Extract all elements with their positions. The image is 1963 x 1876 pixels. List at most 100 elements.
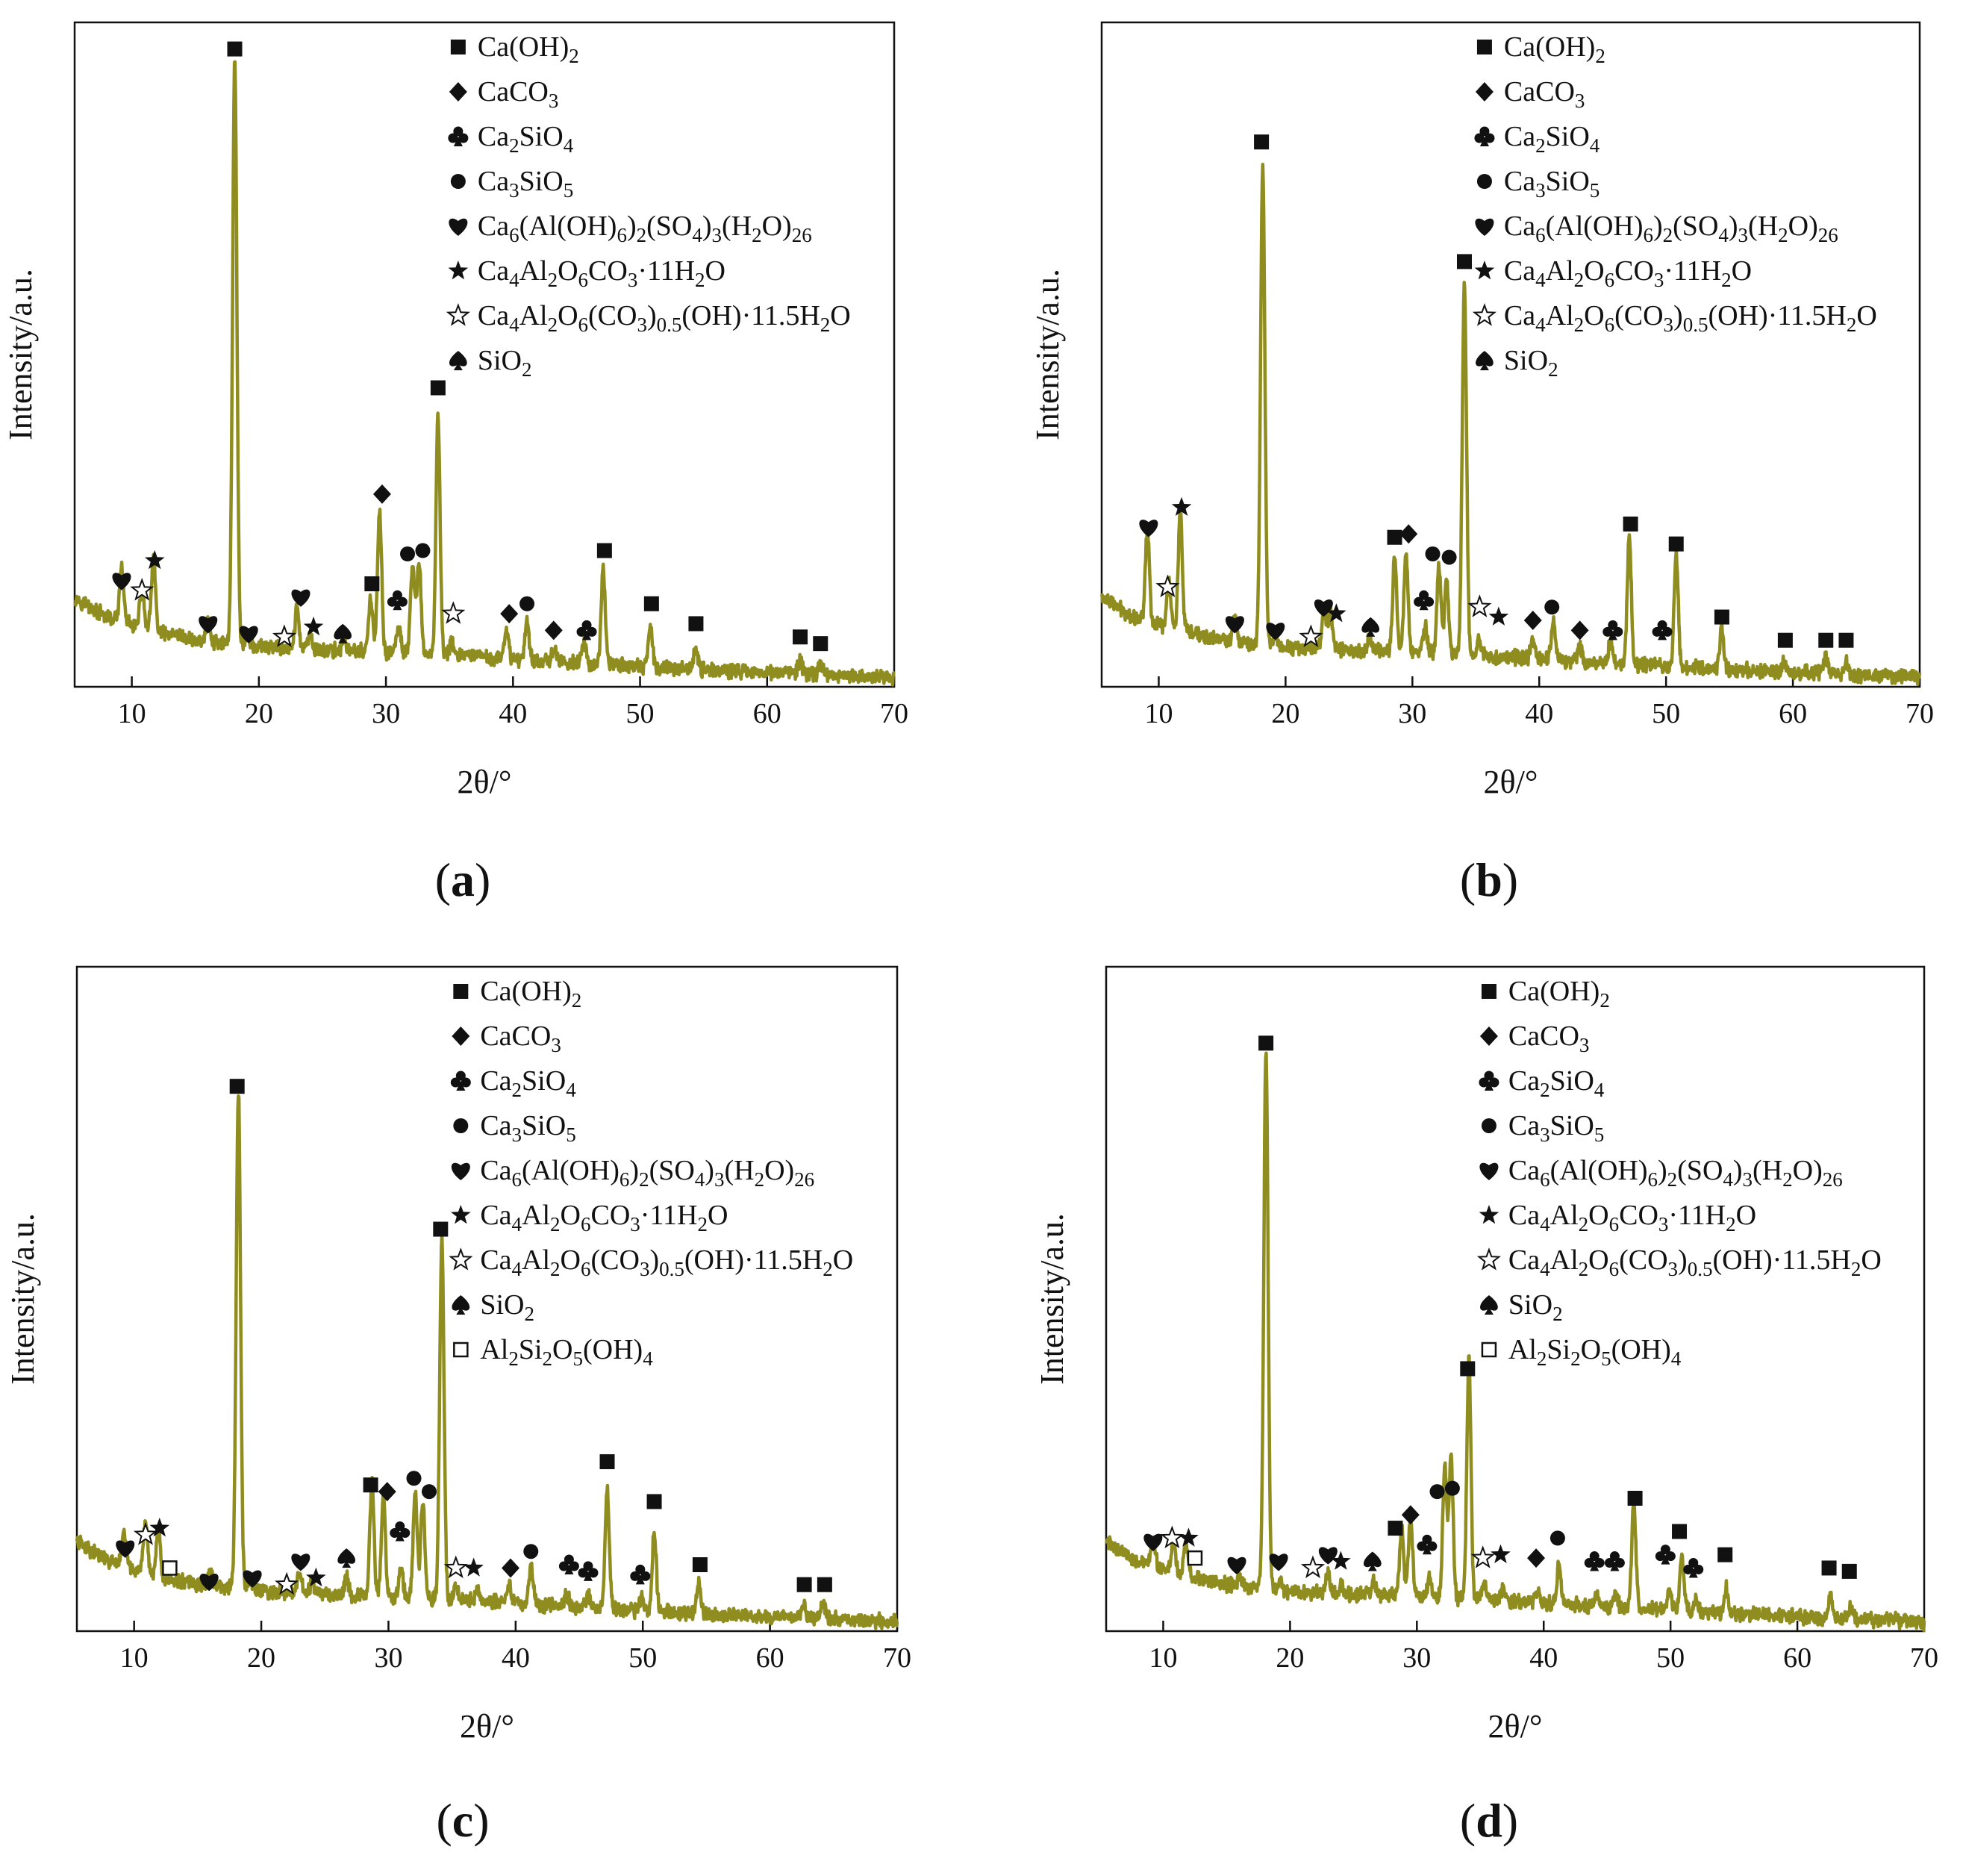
peak-marker-square-filled-icon [363, 1477, 378, 1493]
peak-marker-circle-icon [1425, 546, 1441, 561]
peak-marker-square-filled-icon [643, 596, 659, 611]
legend-star-filled-icon [1479, 1205, 1499, 1224]
legend-label: CaCO3 [480, 1020, 561, 1056]
peak-marker-star-open-icon [1470, 1545, 1495, 1568]
legend-label: Ca6(Al(OH)6)2(SO4)3(H2O)26 [1508, 1155, 1843, 1191]
legend-item: Ca2SiO4 [448, 121, 574, 157]
legend-item: CaCO3 [1475, 76, 1585, 112]
xrd-panel-a: 10 20 30 40 50 60 70 2θ/° Intensity/a.u. Ca(OH)2 C… [2, 21, 908, 906]
legend-label: SiO2 [478, 345, 532, 381]
x-tick-label: 60 [1779, 698, 1807, 729]
peak-marker-spade-icon [337, 1548, 356, 1568]
peak-marker-circle-icon [1441, 549, 1457, 565]
legend-heart-icon [449, 218, 468, 236]
peak-marker-square-filled-icon [1838, 632, 1854, 648]
peak-marker-spade-icon [334, 623, 352, 643]
legend-item: Ca4Al2O6CO3·11H2O [1479, 1200, 1756, 1235]
peak-marker-square-filled-icon [1456, 254, 1472, 269]
peak-marker-club-icon [576, 620, 597, 641]
peak-marker-heart-icon [1143, 1533, 1163, 1551]
legend-label: Ca2SiO4 [1508, 1065, 1605, 1101]
legend-club-icon [1479, 1071, 1499, 1091]
legend-item: CaCO3 [449, 76, 558, 112]
x-tick-label: 10 [1144, 698, 1173, 729]
legend-label: Ca(OH)2 [1504, 31, 1605, 67]
legend-item: Ca(OH)2 [453, 976, 581, 1012]
peak-marker-square-filled-icon [1254, 134, 1270, 150]
x-tick-label: 40 [502, 1642, 530, 1674]
legend-item: Ca3SiO5 [1476, 166, 1600, 202]
plot-frame [73, 21, 896, 688]
peak-marker-star-open-icon [1300, 1555, 1326, 1579]
xrd-panel-c: 10 20 30 40 50 60 70 2θ/° Intensity/a.u. Ca(OH)2 C… [4, 965, 911, 1847]
peak-marker-circle-icon [519, 596, 535, 611]
peak-marker-diamond-icon [502, 1558, 520, 1578]
peak-marker-heart-icon [291, 1554, 310, 1571]
legend-item: Ca6(Al(OH)6)2(SO4)3(H2O)26 [449, 211, 812, 246]
peak-marker-circle-icon [415, 543, 431, 558]
x-tick-label: 40 [499, 698, 527, 729]
legend-label: Al2Si2O5(OH)4 [1508, 1334, 1682, 1370]
legend-circle-icon [450, 174, 466, 189]
legend-star-filled-icon [1474, 261, 1495, 280]
legend-label: Ca(OH)2 [1508, 976, 1610, 1012]
legend-circle-icon [1476, 174, 1492, 189]
legend-label: SiO2 [1508, 1289, 1563, 1325]
legend-label: Ca4Al2O6(CO3)0.5(OH)·11.5H2O [478, 300, 851, 336]
legend-item: Ca(OH)2 [450, 31, 579, 67]
peak-marker-square-filled-icon [1821, 1560, 1837, 1576]
x-tick-label: 10 [1149, 1642, 1177, 1674]
legend-label: Ca3SiO5 [478, 166, 573, 202]
legend-item: CaCO3 [452, 1020, 561, 1056]
x-axis-title: 2θ/° [458, 764, 512, 800]
peak-marker-star-open-icon [443, 1555, 468, 1579]
peak-marker-star-filled-icon [1491, 1544, 1511, 1563]
peak-marker-heart-icon [1225, 616, 1244, 634]
x-tick-label: 70 [880, 698, 908, 729]
legend-star-open-icon [1472, 303, 1497, 326]
peak-marker-square-filled-icon [1388, 1521, 1403, 1536]
legend-label: CaCO3 [1508, 1020, 1590, 1056]
x-axis-title: 2θ/° [460, 1708, 514, 1745]
peak-marker-square-filled-icon [796, 1577, 812, 1592]
x-tick-label: 30 [374, 1642, 402, 1674]
peak-marker-club-icon [1417, 1534, 1438, 1555]
peak-marker-club-icon [1584, 1551, 1605, 1571]
peak-marker-square-open-icon [1187, 1550, 1203, 1566]
peak-marker-square-filled-icon [646, 1494, 662, 1509]
peak-marker-diamond-icon [1570, 620, 1589, 641]
legend-square-filled-icon [453, 984, 469, 999]
y-axis-title: Intensity/a.u. [2, 269, 39, 440]
legend-item: Ca(OH)2 [1476, 31, 1605, 67]
peak-marker-heart-icon [243, 1570, 262, 1588]
peak-marker-heart-icon [1314, 599, 1333, 617]
peak-marker-circle-icon [1429, 1484, 1445, 1500]
peak-marker-square-filled-icon [1387, 529, 1402, 545]
legend-club-icon [450, 1071, 471, 1091]
plot-frame [1105, 965, 1926, 1633]
legend-item: Ca6(Al(OH)6)2(SO4)3(H2O)26 [1475, 211, 1838, 246]
legend-label: SiO2 [480, 1289, 534, 1325]
peak-marker-spade-icon [1361, 617, 1380, 637]
peak-marker-square-filled-icon [430, 380, 446, 396]
peak-marker-square-filled-icon [692, 1557, 708, 1572]
legend-item: Ca2SiO4 [450, 1065, 576, 1101]
legend-star-filled-icon [451, 1205, 471, 1224]
peak-marker-square-filled-icon [1717, 1547, 1733, 1562]
x-axis-title: 2θ/° [1484, 764, 1538, 800]
legend-label: Ca4Al2O6(CO3)0.5(OH)·11.5H2O [1508, 1244, 1882, 1280]
legend-label: Ca4Al2O6(CO3)0.5(OH)·11.5H2O [1504, 300, 1877, 336]
peak-marker-square-filled-icon [1818, 632, 1834, 648]
peak-marker-square-filled-icon [433, 1221, 449, 1237]
peak-marker-diamond-icon [544, 620, 563, 641]
x-tick-label: 70 [883, 1642, 911, 1674]
peak-marker-club-icon [1652, 620, 1673, 641]
peak-marker-heart-icon [112, 573, 131, 590]
legend-circle-icon [453, 1118, 469, 1133]
peak-marker-star-filled-icon [303, 616, 324, 636]
legend-spade-icon [1476, 351, 1494, 370]
x-tick-label: 60 [1783, 1642, 1811, 1674]
x-tick-label: 10 [118, 698, 146, 729]
legend-label: Ca(OH)2 [480, 976, 581, 1012]
legend-item: SiO2 [1476, 345, 1558, 381]
